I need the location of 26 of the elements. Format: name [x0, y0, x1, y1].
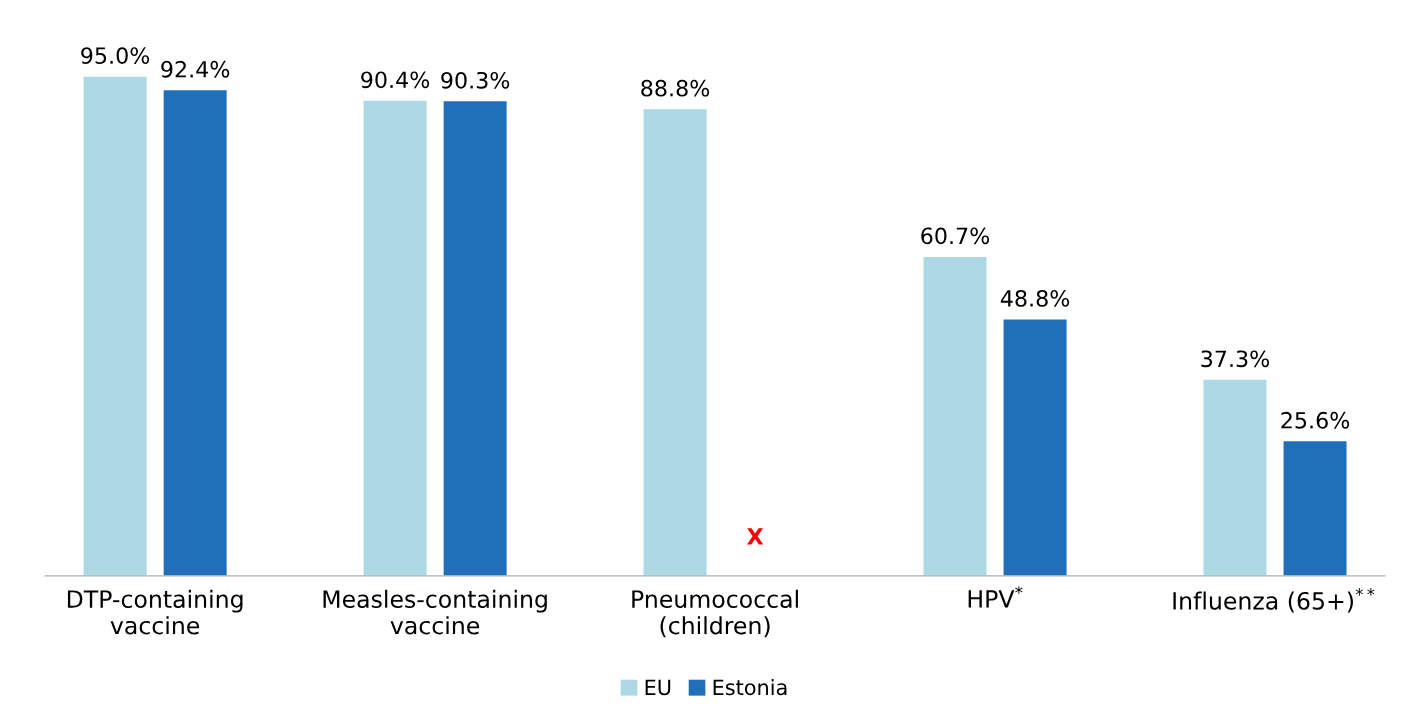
- bar: [83, 76, 147, 576]
- x-tick-label: DTP-containing vaccine: [67, 589, 243, 635]
- x-tick-label: Measles-containing vaccine: [323, 589, 547, 635]
- data-label: 37.3%: [1201, 350, 1270, 368]
- legend-label: Estonia: [713, 679, 787, 696]
- data-label: 25.6%: [1281, 411, 1350, 429]
- data-label: 90.3%: [441, 71, 510, 89]
- x-tick-label: Influenza (65+)$^{**}$: [1173, 588, 1375, 613]
- bar: [923, 256, 987, 576]
- data-label: 88.8%: [641, 79, 710, 97]
- bar: [1203, 379, 1267, 576]
- bar: [1003, 319, 1067, 576]
- data-label: 90.4%: [361, 71, 430, 89]
- bar: [1283, 441, 1347, 576]
- x-tick-label: Pneumococcal (children): [632, 589, 798, 638]
- bar: [363, 100, 427, 576]
- data-label: 60.7%: [921, 227, 990, 245]
- bar: [643, 109, 707, 576]
- bar: [443, 101, 507, 576]
- data-label: 95.0%: [81, 47, 150, 65]
- annotation: X: [746, 528, 764, 545]
- legend-label: EU: [645, 679, 671, 696]
- data-label: 48.8%: [1000, 289, 1070, 307]
- data-label: 92.4%: [161, 60, 230, 78]
- x-tick-label: HPV$^{*}$: [968, 586, 1023, 608]
- bar: [163, 90, 227, 576]
